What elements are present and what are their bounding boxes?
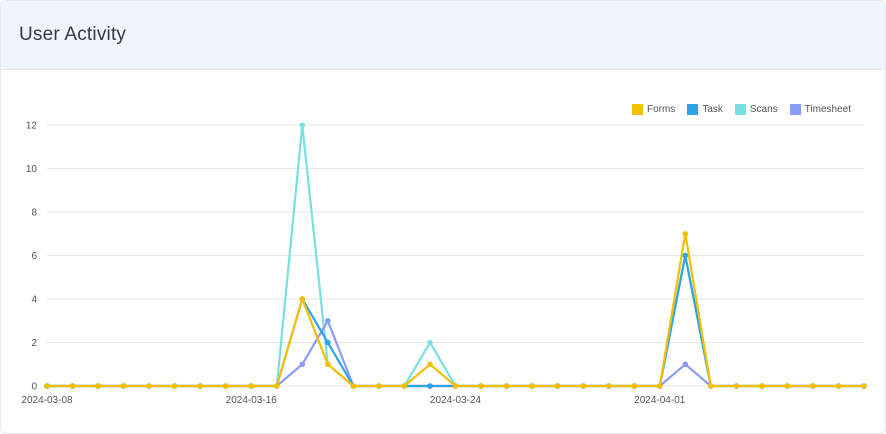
data-point-forms [69,383,76,389]
data-point-forms [733,383,740,389]
data-point-forms [784,383,791,389]
data-point-forms [580,383,586,389]
y-tick-label: 8 [31,208,37,219]
card-header: User Activity [1,1,885,70]
data-point-forms [656,383,663,389]
legend-label: Timesheet [804,104,851,115]
data-point-forms [299,296,306,302]
data-point-forms [376,383,382,389]
data-point-forms [708,383,714,389]
data-point-forms [861,383,867,389]
data-point-forms [401,383,408,389]
data-point-forms [197,383,203,389]
series-line-timesheet [47,319,864,388]
y-tick-label: 6 [31,251,37,262]
legend-swatch [789,104,801,115]
y-tick-label: 4 [31,295,37,306]
y-tick-label: 10 [26,164,38,175]
legend-label: Forms [646,104,676,115]
data-point-forms [95,383,101,389]
data-point-task [682,252,689,259]
data-point-scans [427,339,433,346]
data-point-timesheet [682,361,689,368]
data-point-forms [146,383,152,389]
data-point-forms [44,383,50,389]
data-point-scans [299,122,306,128]
data-point-forms [248,383,255,389]
data-point-forms [478,383,484,389]
x-tick-label: 2024-03-08 [21,395,73,406]
data-point-forms [350,383,357,389]
data-point-forms [759,383,765,389]
legend-item-forms[interactable]: Forms [631,104,676,115]
x-tick-label: 2024-03-16 [226,395,278,406]
data-point-forms [503,383,510,389]
y-tick-label: 12 [26,121,38,132]
x-tick-label: 2024-03-24 [430,395,482,406]
data-point-forms [554,383,561,389]
legend-item-timesheet[interactable]: Timesheet [789,104,851,115]
legend-label: Task [702,104,723,115]
series-line-forms [47,232,864,388]
data-point-forms [529,383,535,389]
data-point-forms [222,383,229,389]
data-point-timesheet [299,361,306,368]
data-point-forms [835,383,842,389]
legend-swatch [734,104,746,115]
series-line-task [47,254,864,388]
data-point-forms [120,383,127,389]
y-tick-label: 0 [31,382,37,393]
data-point-forms [682,230,689,237]
legend-item-task[interactable]: Task [687,104,723,115]
data-point-forms [273,383,280,389]
data-point-forms [325,361,331,368]
data-point-forms [171,383,178,389]
data-point-task [325,339,331,346]
data-point-timesheet [325,317,331,324]
data-point-forms [631,383,638,389]
legend-swatch [687,104,699,115]
legend-item-scans[interactable]: Scans [734,104,778,115]
data-point-forms [605,383,612,389]
data-point-forms [810,383,816,389]
legend-swatch [631,104,643,115]
chart-legend: Forms Task Scans Timesheet [631,104,851,115]
x-tick-label: 2024-04-01 [634,395,686,406]
data-point-forms [452,383,459,389]
y-tick-label: 2 [31,338,37,349]
card-title: User Activity [19,24,127,45]
data-point-task [427,383,433,389]
legend-label: Scans [749,104,778,115]
data-point-forms [427,361,433,368]
